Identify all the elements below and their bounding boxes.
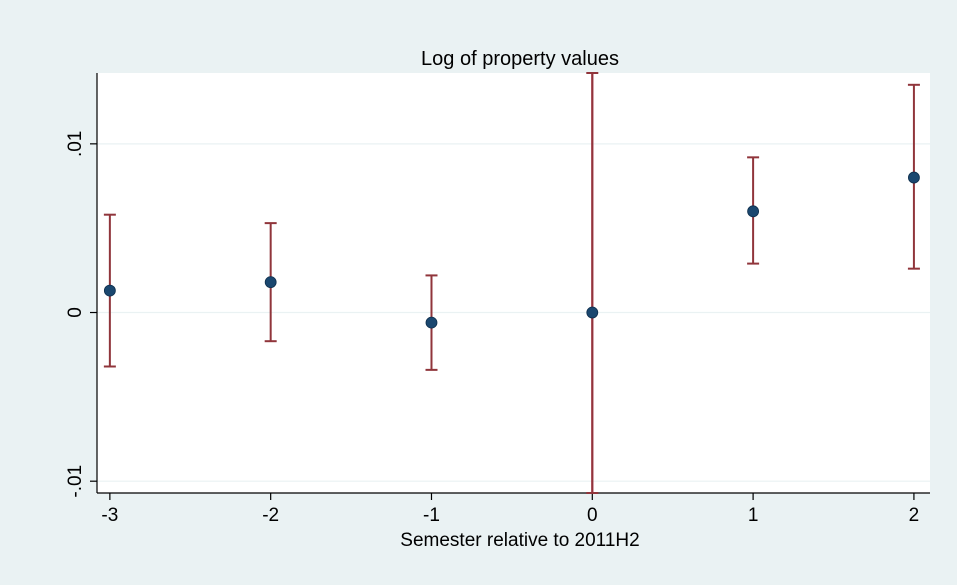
data-point-1	[264, 276, 277, 289]
axes: -.01 0 .01 -3 -2 -1 0 1 2	[65, 73, 930, 526]
data-point-5	[908, 171, 920, 184]
y-tick-label-1: 0	[65, 307, 86, 318]
data-point-3	[586, 306, 599, 319]
x-tick-label-2: -1	[423, 505, 440, 526]
y-tick-label-2: .01	[65, 131, 86, 157]
x-tick-label-0: -3	[101, 505, 118, 526]
plot-area	[97, 73, 930, 493]
x-tick-label-3: 0	[587, 505, 598, 526]
data-point-2	[425, 316, 438, 329]
y-tick-label-0: -.01	[65, 465, 86, 498]
data-points	[103, 171, 920, 329]
chart-title: Log of property values	[421, 48, 619, 70]
x-tick-label-5: 2	[909, 505, 920, 526]
data-point-4	[747, 205, 760, 218]
x-tick-label-1: -2	[262, 505, 279, 526]
grid-lines	[97, 143, 930, 482]
error-bars	[103, 72, 920, 494]
x-tick-label-4: 1	[748, 505, 759, 526]
error-bar-3	[586, 72, 599, 494]
x-axis-label: Semester relative to 2011H2	[400, 530, 639, 551]
data-point-0	[103, 284, 116, 297]
